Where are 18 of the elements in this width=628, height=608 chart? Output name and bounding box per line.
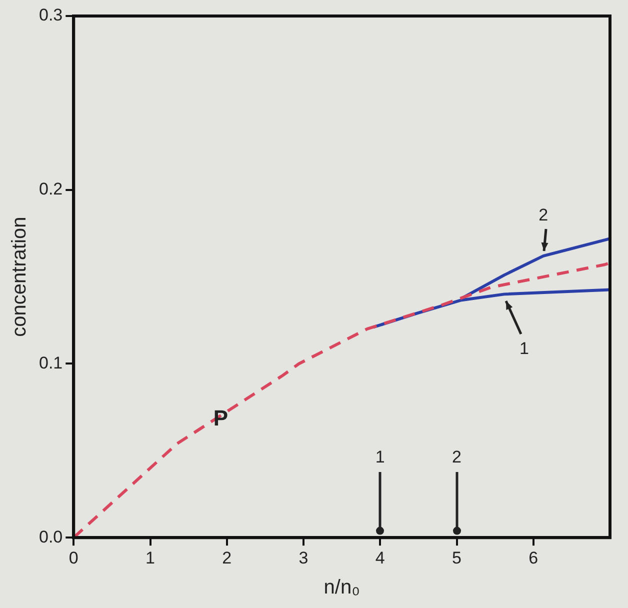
x-tick-label: 5: [452, 548, 462, 568]
annotation: 2: [538, 206, 548, 225]
y-axis-title: concentration: [8, 216, 31, 337]
x-tick-label: 0: [68, 548, 78, 568]
x-tick-label: 6: [528, 548, 538, 568]
annotation: 2: [452, 447, 462, 466]
annotation: 1: [375, 447, 385, 466]
y-tick-label: 0.2: [38, 180, 63, 199]
x-tick-label: 1: [146, 548, 155, 568]
x-tick-label: 2: [222, 548, 232, 568]
x-tick-label: 4: [375, 548, 385, 568]
annotation: P: [213, 405, 228, 430]
y-tick-label: 0.1: [38, 353, 63, 372]
x-axis-title: n/n₀: [324, 576, 360, 599]
annotation: 1: [520, 338, 529, 358]
y-tick-label: 0.3: [38, 6, 63, 25]
y-tick-label: 0.0: [38, 527, 63, 546]
x-tick-label: 3: [298, 548, 308, 568]
